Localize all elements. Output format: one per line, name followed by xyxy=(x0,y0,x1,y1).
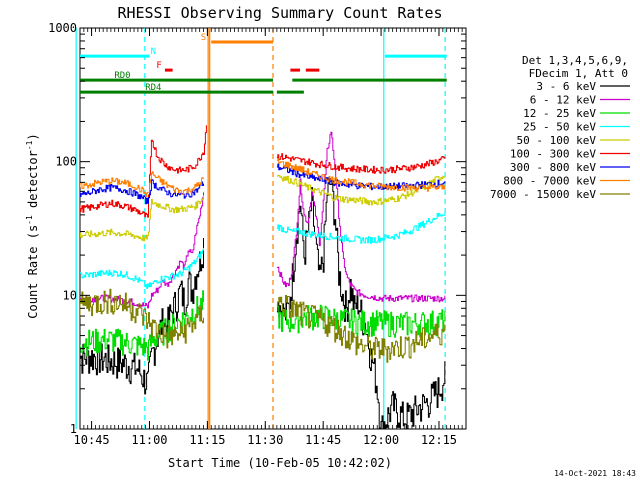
legend-header-1: FDecim 1, Att 0 xyxy=(529,67,628,80)
series-line-1-post xyxy=(276,131,446,303)
x-tick-label-5: 12:00 xyxy=(363,433,399,447)
legend-label-5: 100 - 300 keV xyxy=(510,148,596,161)
y-axis-label-part3: ) xyxy=(26,133,40,140)
series-line-5-post xyxy=(276,153,446,174)
y-axis-label-sup1: -1 xyxy=(25,215,34,225)
y-axis: 1 10 100 1000 xyxy=(48,21,466,436)
series-line-7-post xyxy=(276,158,446,192)
x-tick-label-0: 10:45 xyxy=(74,433,110,447)
series-line-3-post xyxy=(276,212,446,244)
legend-label-8: 7000 - 15000 keV xyxy=(490,188,596,201)
series-line-4-pre xyxy=(80,195,204,242)
legend-header-0: Det 1,3,4,5,6,9, xyxy=(522,54,628,67)
series-line-4-post xyxy=(276,174,446,206)
legend-label-7: 800 - 7000 keV xyxy=(503,175,596,188)
series-line-8-pre xyxy=(80,288,204,349)
x-tick-label-1: 11:00 xyxy=(131,433,167,447)
legend-label-3: 25 - 50 keV xyxy=(523,121,596,134)
y-axis-label-part1: Count Rate (s xyxy=(26,225,40,319)
x-tick-label-3: 11:30 xyxy=(247,433,283,447)
series-line-5-pre xyxy=(80,125,207,218)
chart-title: RHESSI Observing Summary Count Rates xyxy=(117,4,442,22)
series-line-0-pre xyxy=(80,238,204,395)
flag-label-1: N xyxy=(151,47,156,57)
y-tick-label-0: 1 xyxy=(70,422,77,436)
legend-label-1: 6 - 12 keV xyxy=(530,94,597,107)
flag-label-3: RD0 xyxy=(114,71,130,81)
x-axis-label: Start Time (10-Feb-05 10:42:02) xyxy=(168,456,392,470)
x-tick-label-6: 12:15 xyxy=(421,433,457,447)
series-line-7-pre xyxy=(80,171,204,198)
series-line-2-pre xyxy=(80,290,204,361)
series-line-0-post xyxy=(276,177,446,429)
y-tick-label-2: 100 xyxy=(55,155,77,169)
x-tick-label-4: 11:45 xyxy=(305,433,341,447)
flag-label-4: RD4 xyxy=(145,83,161,93)
legend-label-2: 12 - 25 keV xyxy=(523,107,596,120)
series-line-8-post xyxy=(276,295,446,363)
x-axis: 10:45 11:00 11:15 11:30 11:45 12:00 12:15 xyxy=(74,28,467,447)
y-tick-label-1: 10 xyxy=(63,288,77,302)
legend-label-0: 3 - 6 keV xyxy=(536,80,596,93)
y-axis-label-sup2: -1 xyxy=(25,140,34,150)
y-axis-label-part2: detector xyxy=(26,150,40,215)
legend-label-6: 300 - 800 keV xyxy=(510,161,596,174)
x-tick-label-2: 11:15 xyxy=(189,433,225,447)
y-axis-label: Count Rate (s-1 detector-1) xyxy=(25,133,40,318)
plot-area: S NF RD0 RD4 xyxy=(75,27,467,430)
y-tick-label-3: 1000 xyxy=(48,21,77,35)
series-line-2-post xyxy=(276,304,446,338)
series-line-3-pre xyxy=(80,247,204,289)
timestamp: 14-Oct-2021 18:43 xyxy=(554,469,636,478)
legend: Det 1,3,4,5,6,9,FDecim 1, Att 03 - 6 keV… xyxy=(490,54,630,201)
flag-label-2: F xyxy=(156,61,161,71)
series-line-6-pre xyxy=(80,179,204,205)
legend-label-4: 50 - 100 keV xyxy=(517,134,597,147)
flag-label-0: S xyxy=(201,33,206,43)
